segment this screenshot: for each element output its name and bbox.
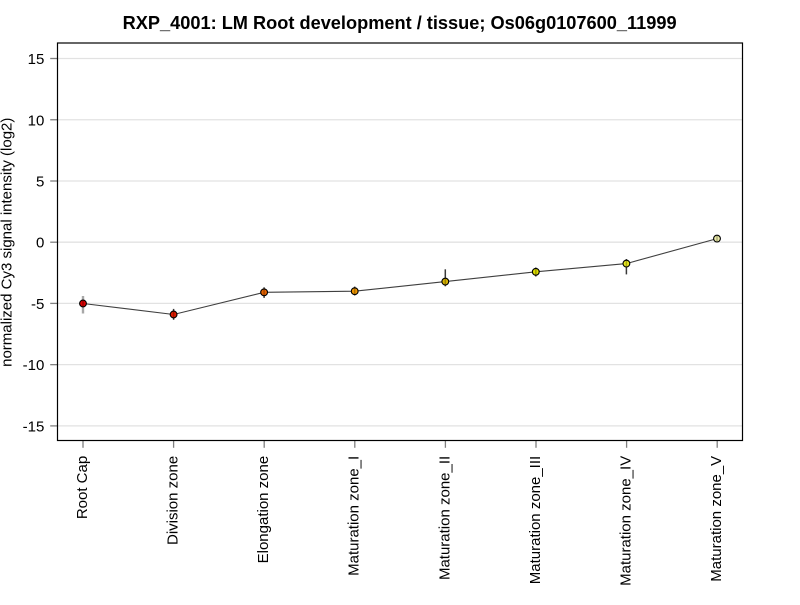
svg-text:Maturation zone_I: Maturation zone_I [346, 456, 363, 576]
svg-text:RXP_4001: LM Root development: RXP_4001: LM Root development / tissue; … [123, 13, 677, 33]
svg-text:5: 5 [36, 174, 44, 191]
svg-text:Maturation zone_V: Maturation zone_V [708, 456, 725, 582]
svg-text:15: 15 [28, 51, 45, 68]
svg-text:0: 0 [36, 235, 44, 252]
svg-text:Division zone: Division zone [165, 456, 182, 545]
svg-text:Root Cap: Root Cap [74, 456, 91, 519]
svg-text:-15: -15 [23, 418, 45, 435]
svg-text:Maturation zone_II: Maturation zone_II [436, 456, 453, 580]
svg-text:-5: -5 [31, 296, 44, 313]
svg-text:10: 10 [28, 112, 45, 129]
svg-text:Elongation zone: Elongation zone [255, 456, 272, 564]
svg-text:normalized Cy3 signal intensit: normalized Cy3 signal intensity (log2) [0, 118, 16, 367]
svg-text:Maturation zone_III: Maturation zone_III [527, 456, 544, 584]
svg-text:Maturation zone_IV: Maturation zone_IV [617, 456, 634, 586]
svg-text:-10: -10 [23, 357, 45, 374]
